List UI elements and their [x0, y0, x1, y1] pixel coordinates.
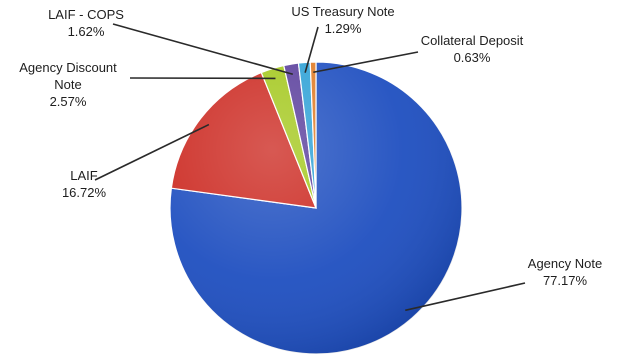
- value-label-us-treasury-note: 1.29%: [325, 21, 362, 36]
- slice-labels: Agency Note 77.17% LAIF 16.72% Agency Discou…: [19, 4, 602, 288]
- value-label-agency-discount-note: 2.57%: [50, 94, 87, 109]
- value-label-laif-cops: 1.62%: [68, 24, 105, 39]
- category-label-agency-discount-note: Note: [54, 77, 81, 92]
- leader-line-laif-cops: [112, 23, 294, 75]
- leader-line-us-treasury-note: [304, 26, 319, 73]
- leader-line-collateral-deposit: [313, 51, 419, 74]
- category-label-us-treasury-note: US Treasury Note: [291, 4, 394, 19]
- leader-line-laif: [94, 123, 210, 181]
- category-label-laif-cops: LAIF - COPS: [48, 7, 124, 22]
- leader-line-agency-note: [405, 282, 526, 312]
- category-label-agency-note: Agency Note: [528, 256, 602, 271]
- value-label-laif: 16.72%: [62, 185, 107, 200]
- value-label-agency-note: 77.17%: [543, 273, 588, 288]
- category-label-agency-discount-note: Agency Discount: [19, 60, 117, 75]
- value-label-collateral-deposit: 0.63%: [454, 50, 491, 65]
- category-label-collateral-deposit: Collateral Deposit: [421, 33, 524, 48]
- pie-slices: [169, 61, 463, 355]
- category-label-laif: LAIF: [70, 168, 98, 183]
- leader-lines: [94, 23, 526, 312]
